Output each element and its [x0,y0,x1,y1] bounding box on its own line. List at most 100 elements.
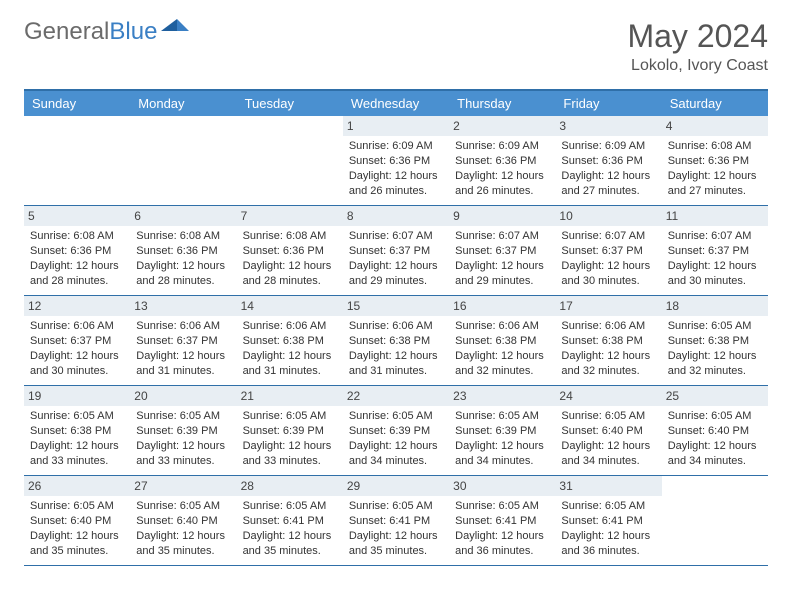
day-number: 22 [343,386,449,406]
empty-cell [237,116,343,205]
header: GeneralBlue May 2024 Lokolo, Ivory Coast [24,18,768,75]
day-cell: 16 Sunrise: 6:06 AMSunset: 6:38 PMDayligh… [449,296,555,385]
day-cell: 22Sunrise: 6:05 AMSunset: 6:39 PMDayligh… [343,386,449,475]
day-cell: 31Sunrise: 6:05 AMSunset: 6:41 PMDayligh… [555,476,661,565]
day-cell: 14Sunrise: 6:06 AMSunset: 6:38 PMDayligh… [237,296,343,385]
sunset-line: Sunset: 6:38 PM [455,334,549,349]
sunrise-line: Sunrise: 6:06 AM [349,319,443,334]
daylight-line: Daylight: 12 hours and 26 minutes. [455,169,549,199]
day-number: 17 [555,296,661,316]
week-row: 1Sunrise: 6:09 AMSunset: 6:36 PMDaylight… [24,116,768,206]
sunset-line: Sunset: 6:38 PM [30,424,124,439]
day-header: Tuesday [237,91,343,116]
day-cell: 11Sunrise: 6:07 AMSunset: 6:37 PMDayligh… [662,206,768,295]
day-number: 28 [237,476,343,496]
sunset-line: Sunset: 6:40 PM [668,424,762,439]
sunset-line: Sunset: 6:40 PM [30,514,124,529]
day-number: 19 [24,386,130,406]
sunset-line: Sunset: 6:38 PM [561,334,655,349]
day-cell: 12Sunrise: 6:06 AMSunset: 6:37 PMDayligh… [24,296,130,385]
daylight-line: Daylight: 12 hours and 34 minutes. [349,439,443,469]
sunset-line: Sunset: 6:40 PM [136,514,230,529]
daylight-line: Daylight: 12 hours and 30 minutes. [668,259,762,289]
daylight-line: Daylight: 12 hours and 32 minutes. [455,349,549,379]
sunset-line: Sunset: 6:36 PM [136,244,230,259]
sunset-line: Sunset: 6:37 PM [30,334,124,349]
sunrise-line: Sunrise: 6:05 AM [349,409,443,424]
day-header: Saturday [662,91,768,116]
sunrise-line: Sunrise: 6:08 AM [243,229,337,244]
daylight-line: Daylight: 12 hours and 28 minutes. [243,259,337,289]
daylight-line: Daylight: 12 hours and 28 minutes. [136,259,230,289]
sunrise-line: Sunrise: 6:06 AM [561,319,655,334]
day-number: 24 [555,386,661,406]
day-cell: 10Sunrise: 6:07 AMSunset: 6:37 PMDayligh… [555,206,661,295]
day-cell: 17 Sunrise: 6:06 AMSunset: 6:38 PMDayligh… [555,296,661,385]
sunrise-line: Sunrise: 6:08 AM [136,229,230,244]
daylight-line: Daylight: 12 hours and 31 minutes. [349,349,443,379]
day-header-row: SundayMondayTuesdayWednesdayThursdayFrid… [24,91,768,116]
day-number: 23 [449,386,555,406]
day-cell: 18Sunrise: 6:05 AMSunset: 6:38 PMDayligh… [662,296,768,385]
sunrise-line: Sunrise: 6:09 AM [561,139,655,154]
day-number: 7 [237,206,343,226]
day-number: 25 [662,386,768,406]
sunrise-line: Sunrise: 6:09 AM [455,139,549,154]
day-cell: 30Sunrise: 6:05 AMSunset: 6:41 PMDayligh… [449,476,555,565]
daylight-line: Daylight: 12 hours and 31 minutes. [243,349,337,379]
sunset-line: Sunset: 6:38 PM [349,334,443,349]
day-cell: 5Sunrise: 6:08 AMSunset: 6:36 PMDaylight… [24,206,130,295]
day-cell: 3Sunrise: 6:09 AMSunset: 6:36 PMDaylight… [555,116,661,205]
daylight-line: Daylight: 12 hours and 29 minutes. [455,259,549,289]
sunrise-line: Sunrise: 6:05 AM [668,319,762,334]
sunset-line: Sunset: 6:37 PM [136,334,230,349]
day-number: 5 [24,206,130,226]
sunrise-line: Sunrise: 6:05 AM [30,499,124,514]
flag-icon [161,18,189,46]
title-block: May 2024 Lokolo, Ivory Coast [627,18,768,75]
day-number: 26 [24,476,130,496]
sunset-line: Sunset: 6:37 PM [561,244,655,259]
day-number: 11 [662,206,768,226]
day-cell: 1Sunrise: 6:09 AMSunset: 6:36 PMDaylight… [343,116,449,205]
empty-cell [24,116,130,205]
daylight-line: Daylight: 12 hours and 36 minutes. [561,529,655,559]
month-title: May 2024 [627,18,768,55]
daylight-line: Daylight: 12 hours and 31 minutes. [136,349,230,379]
daylight-line: Daylight: 12 hours and 32 minutes. [561,349,655,379]
sunset-line: Sunset: 6:36 PM [349,154,443,169]
sunrise-line: Sunrise: 6:07 AM [455,229,549,244]
day-number: 4 [662,116,768,136]
daylight-line: Daylight: 12 hours and 35 minutes. [136,529,230,559]
day-number: 30 [449,476,555,496]
day-cell: 4Sunrise: 6:08 AMSunset: 6:36 PMDaylight… [662,116,768,205]
sunrise-line: Sunrise: 6:06 AM [455,319,549,334]
brand-part1: General [24,18,109,46]
day-header: Friday [555,91,661,116]
day-cell: 21Sunrise: 6:05 AMSunset: 6:39 PMDayligh… [237,386,343,475]
day-header: Sunday [24,91,130,116]
sunrise-line: Sunrise: 6:06 AM [136,319,230,334]
day-cell: 9 Sunrise: 6:07 AMSunset: 6:37 PMDaylight… [449,206,555,295]
day-cell: 15Sunrise: 6:06 AMSunset: 6:38 PMDayligh… [343,296,449,385]
day-number: 9 [449,206,555,226]
day-cell: 6 Sunrise: 6:08 AMSunset: 6:36 PMDaylight… [130,206,236,295]
daylight-line: Daylight: 12 hours and 34 minutes. [455,439,549,469]
sunset-line: Sunset: 6:37 PM [455,244,549,259]
day-number: 29 [343,476,449,496]
day-cell: 26Sunrise: 6:05 AMSunset: 6:40 PMDayligh… [24,476,130,565]
sunrise-line: Sunrise: 6:07 AM [561,229,655,244]
week-row: 19Sunrise: 6:05 AMSunset: 6:38 PMDayligh… [24,386,768,476]
sunrise-line: Sunrise: 6:06 AM [243,319,337,334]
sunset-line: Sunset: 6:38 PM [668,334,762,349]
day-number: 16 [449,296,555,316]
sunrise-line: Sunrise: 6:05 AM [30,409,124,424]
sunset-line: Sunset: 6:39 PM [455,424,549,439]
sunset-line: Sunset: 6:41 PM [561,514,655,529]
sunrise-line: Sunrise: 6:06 AM [30,319,124,334]
day-number: 6 [130,206,236,226]
day-number: 31 [555,476,661,496]
brand-logo: GeneralBlue [24,18,189,46]
day-cell: 24Sunrise: 6:05 AMSunset: 6:40 PMDayligh… [555,386,661,475]
daylight-line: Daylight: 12 hours and 32 minutes. [668,349,762,379]
